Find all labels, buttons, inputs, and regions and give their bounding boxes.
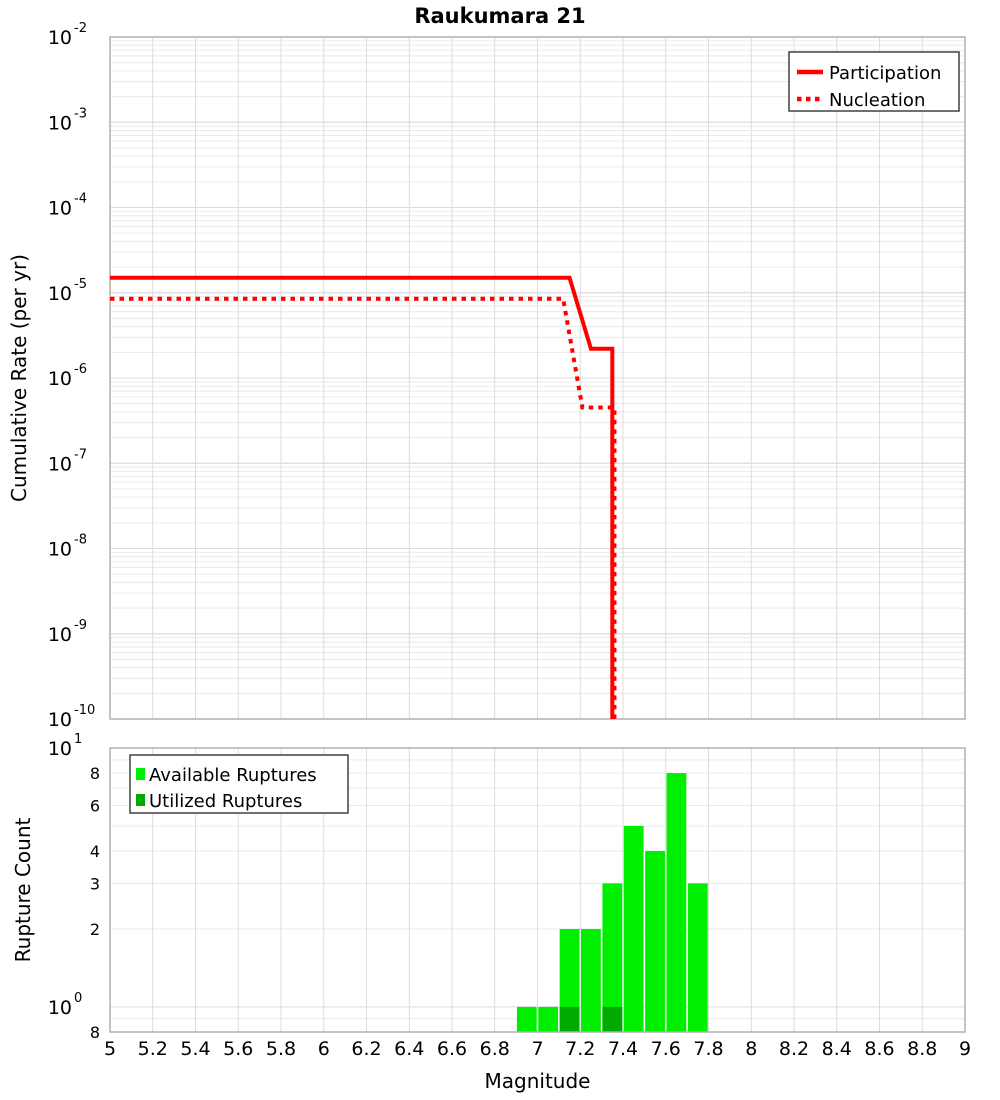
bottom-ytick-minor: 8 [90,764,100,783]
x-tick-label: 7.2 [565,1038,595,1060]
x-tick-label: 8.2 [779,1038,809,1060]
bottom-legend-label: Available Ruptures [149,765,317,786]
top-ytick-base: 10 [48,27,72,49]
bar-available [581,928,601,1032]
bottom-ytick-minor: 2 [90,920,100,939]
top-series-nucleation [110,296,617,719]
top-ytick-exponent: -10 [74,703,95,718]
top-ytick-exponent: -5 [74,277,87,292]
top-legend: Participation Nucleation [788,51,960,112]
bar-available [645,851,665,1032]
bottom-ytick-minor: 6 [90,796,100,815]
x-tick-label: 8.4 [822,1038,852,1060]
x-tick-label: 7.8 [693,1038,723,1060]
x-axis: 5 5.2 5.4 5.6 5.8 6 6.2 6.4 6.6 6.8 7 7.2 7.4 7.6 7.8 8… [104,1038,971,1093]
bar-available [687,883,708,1032]
bottom-yaxis-title: Rupture Count [11,817,35,962]
top-ytick-exponent: -6 [74,362,87,377]
bottom-legend: Available Ruptures Utilized Ruptures [129,754,349,814]
top-ytick-exponent: -2 [74,21,87,36]
bottom-ytick-base: 10 [48,997,72,1019]
bottom-ytick-minor: 3 [90,874,100,893]
bottom-bars [516,773,708,1032]
bottom-ytick-exponent: 0 [74,991,82,1006]
top-ytick-base: 10 [48,453,72,475]
top-ytick: 10 -8 [48,533,87,561]
top-ytick: 10 -5 [48,277,87,305]
x-tick-label: 6.6 [437,1038,467,1060]
top-curves [110,275,617,719]
x-axis-title: Magnitude [485,1069,591,1093]
top-ytick-base: 10 [48,624,72,646]
top-ytick: 10 -2 [48,21,87,49]
x-tick-label: 9 [959,1038,971,1060]
bottom-ytick-base: 10 [48,738,72,760]
top-ytick-base: 10 [48,283,72,305]
top-ytick: 10 -10 [48,703,95,731]
x-tick-label: 8 [745,1038,757,1060]
x-tick-label: 7.6 [651,1038,681,1060]
bar-available [559,928,580,1032]
bottom-ytick-minor: 4 [90,842,100,861]
top-legend-label: Nucleation [829,90,925,111]
top-ytick-exponent: -4 [74,192,87,207]
x-tick-label: 5 [104,1038,116,1060]
bar-available [602,883,623,1032]
top-ytick-exponent: -7 [74,447,87,462]
top-panel: 10-210-310-410-510-610-710-810-910 -10Cum… [7,21,966,731]
x-tick-label: 6.4 [394,1038,424,1060]
x-tick-label: 8.6 [864,1038,894,1060]
bottom-ytick-minor: 8 [90,1023,100,1042]
bottom-legend-box [129,754,349,814]
x-tick-label: 5.8 [266,1038,296,1060]
top-plot-frame [109,36,966,720]
bottom-legend-swatch [136,768,145,780]
top-ytick: 10 -6 [48,362,87,390]
top-ytick-exponent: -3 [74,106,87,121]
bottom-legend-swatch [136,794,145,806]
top-ytick-exponent: -9 [74,618,87,633]
x-tick-label: 6.8 [480,1038,510,1060]
bar-utilized [559,1006,580,1032]
bar-available [623,825,644,1032]
bottom-legend-label: Utilized Ruptures [149,791,302,812]
top-ytick: 10 -4 [48,192,87,220]
top-legend-label: Participation [829,63,941,84]
top-ytick: 10 -9 [48,618,87,646]
x-tick-label: 5.4 [180,1038,210,1060]
x-tick-label: 5.6 [223,1038,253,1060]
top-ytick: 10 -7 [48,447,87,475]
top-ytick-base: 10 [48,709,72,731]
x-tick-label: 7 [531,1038,543,1060]
x-tick-label: 7.4 [608,1038,638,1060]
x-tick-label: 6 [318,1038,330,1060]
bottom-ytick-exponent: 1 [74,732,82,747]
top-ytick-exponent: -8 [74,533,87,548]
x-tick-label: 8.8 [907,1038,937,1060]
top-ytick: 10 -3 [48,106,87,134]
top-ytick-base: 10 [48,112,72,134]
top-series-participation [110,275,615,719]
bar-available [538,1006,559,1032]
top-ytick-base: 10 [48,198,72,220]
page-title: Raukumara 21 [414,4,585,28]
top-yaxis-title: Cumulative Rate (per yr) [7,254,31,502]
top-ytick-base: 10 [48,368,72,390]
x-tick-label: 6.2 [351,1038,381,1060]
top-ytick-base: 10 [48,539,72,561]
bar-available [516,1006,537,1032]
bar-available [666,773,687,1032]
x-tick-label: 5.2 [138,1038,168,1060]
bar-utilized [602,1006,623,1032]
bottom-plot-frame [109,747,966,1033]
